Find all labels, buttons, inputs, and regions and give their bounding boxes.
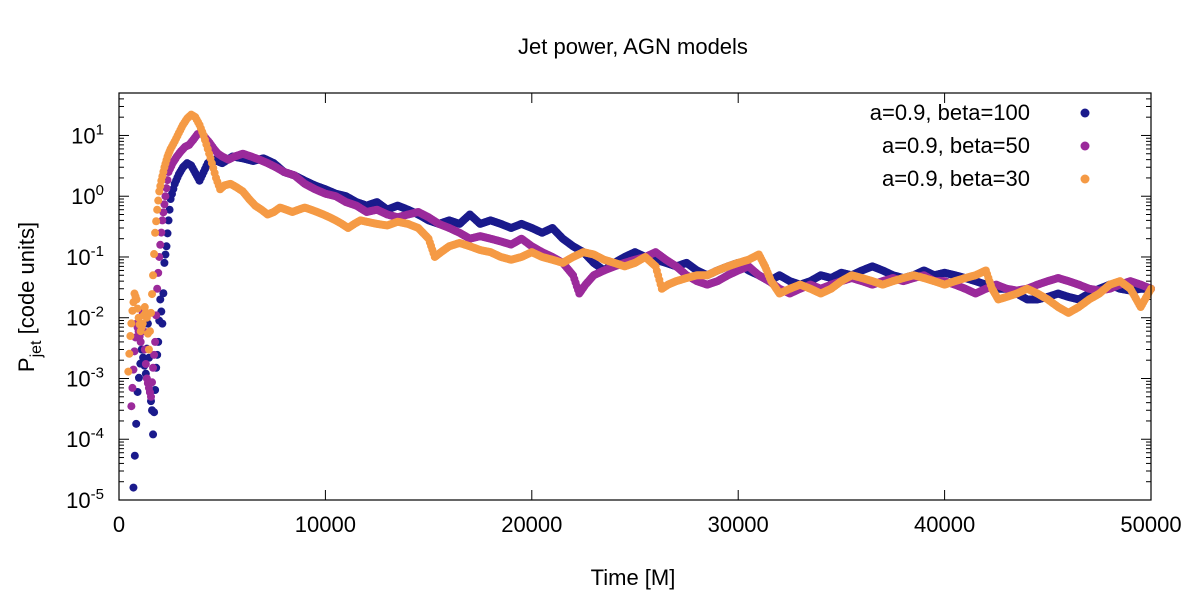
series-3	[124, 110, 1155, 376]
y-tick-base: 10	[66, 245, 90, 270]
data-point	[134, 373, 143, 382]
data-point	[136, 337, 145, 346]
data-point	[150, 408, 159, 417]
legend-marker	[1080, 174, 1090, 184]
y-tick-base: 10	[71, 184, 95, 209]
data-point	[161, 250, 170, 259]
data-point	[144, 345, 153, 354]
data-point	[150, 250, 159, 259]
data-point	[162, 242, 171, 251]
data-point	[148, 378, 157, 387]
data-point	[132, 295, 141, 304]
data-point	[146, 392, 155, 401]
y-tick-label: 101	[71, 121, 104, 148]
data-point	[150, 350, 159, 359]
data-point	[158, 319, 167, 328]
y-axis-label-sub: jet	[28, 340, 45, 358]
data-point	[130, 451, 139, 460]
x-tick-label: 30000	[708, 512, 769, 537]
data-point	[154, 196, 163, 205]
data-point	[126, 332, 135, 341]
data-point	[124, 367, 133, 376]
data-point	[148, 290, 157, 299]
y-tick-exponent: 1	[96, 121, 104, 138]
x-tick-labels: 0 10000 20000 30000 40000 50000	[113, 512, 1182, 537]
data-point	[125, 349, 134, 358]
y-tick-exponent: -2	[91, 304, 104, 321]
data-point	[127, 402, 136, 411]
y-tick-label: 10-4	[66, 425, 104, 452]
data-point	[133, 304, 142, 313]
data-point	[161, 192, 170, 201]
y-axis-label-rest: [code units]	[14, 222, 39, 341]
data-point	[128, 383, 137, 392]
data-point	[159, 289, 168, 298]
legend-label: a=0.9, beta=100	[870, 100, 1030, 125]
legend: a=0.9, beta=100 a=0.9, beta=50 a=0.9, beta…	[870, 100, 1090, 191]
data-point	[162, 184, 171, 193]
legend-label: a=0.9, beta=50	[882, 133, 1030, 158]
data-point	[160, 200, 169, 209]
legend-marker	[1080, 141, 1090, 151]
data-point	[141, 359, 150, 368]
y-tick-exponent: -4	[91, 425, 104, 442]
data-point	[153, 284, 162, 293]
data-point	[127, 319, 136, 328]
chart-title: Jet power, AGN models	[518, 34, 748, 59]
data-point	[156, 240, 165, 249]
data-point	[151, 337, 160, 346]
data-point	[165, 205, 174, 214]
data-point	[164, 216, 173, 225]
data-point	[151, 228, 160, 237]
data-point	[129, 483, 138, 492]
data-point	[132, 419, 141, 428]
y-tick-label: 100	[71, 182, 104, 209]
x-axis-label: Time [M]	[591, 565, 676, 590]
y-tick-label: 10-2	[66, 304, 104, 331]
data-point	[159, 208, 168, 217]
x-tick-label: 50000	[1120, 512, 1181, 537]
series-1	[129, 152, 1155, 492]
y-axis-label-base: P	[14, 357, 39, 372]
data-series	[124, 110, 1155, 492]
data-point	[138, 319, 147, 328]
y-tick-exponent: -1	[91, 243, 104, 260]
data-point	[158, 216, 167, 225]
data-point	[153, 205, 162, 214]
y-tick-exponent: -5	[91, 486, 104, 503]
y-tick-base: 10	[66, 306, 90, 331]
data-point	[145, 327, 154, 336]
x-tick-label: 0	[113, 512, 125, 537]
data-point	[157, 228, 166, 237]
y-tick-label: 10-1	[66, 243, 104, 270]
data-point	[146, 308, 155, 317]
data-point	[160, 258, 169, 267]
data-point	[156, 295, 165, 304]
y-tick-label: 10-5	[66, 486, 104, 513]
data-point	[163, 229, 172, 238]
data-point	[149, 271, 158, 280]
data-point	[149, 363, 158, 372]
data-point	[152, 217, 161, 226]
data-point	[149, 430, 158, 439]
y-tick-base: 10	[66, 488, 90, 513]
legend-label: a=0.9, beta=30	[882, 166, 1030, 191]
y-tick-label: 10-3	[66, 364, 104, 391]
plot-frame	[118, 92, 1152, 501]
y-tick-base: 10	[66, 366, 90, 391]
y-axis-label: Pjet [code units]	[14, 222, 45, 372]
x-tick-label: 40000	[914, 512, 975, 537]
data-point	[139, 353, 148, 362]
legend-marker	[1080, 108, 1090, 118]
y-tick-exponent: -3	[91, 364, 104, 381]
y-tick-exponent: 0	[96, 182, 104, 199]
y-tick-base: 10	[71, 123, 95, 148]
x-tick-label: 10000	[295, 512, 356, 537]
x-tick-label: 20000	[501, 512, 562, 537]
y-tick-base: 10	[66, 427, 90, 452]
